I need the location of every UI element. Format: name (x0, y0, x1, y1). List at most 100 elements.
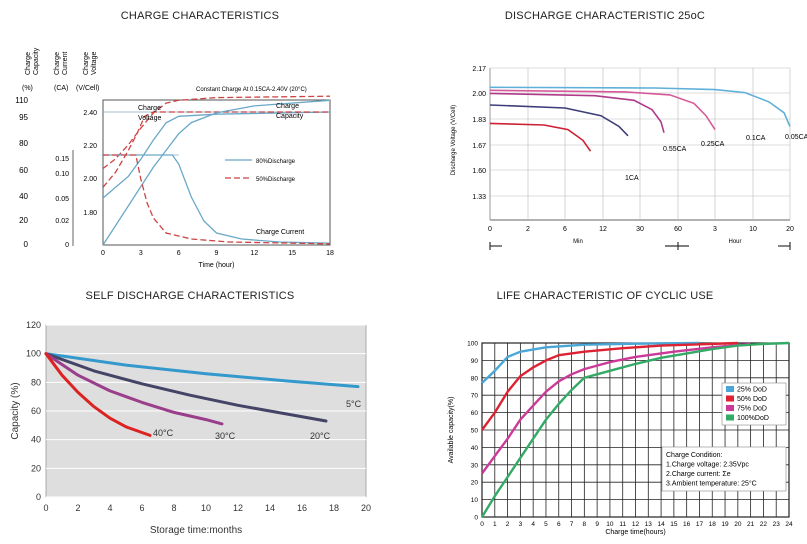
tick-label: 23 (773, 521, 781, 528)
series-line (103, 154, 331, 245)
tick-label: 15 (670, 521, 678, 528)
axis-unit: (%) (22, 85, 33, 92)
tick-label: 12 (599, 226, 607, 233)
tick-label: 2 (75, 503, 80, 513)
axis-header-label: Voltage (91, 52, 98, 75)
note-text: Charge Condition: (666, 452, 722, 459)
chart-title: SELF DISCHARGE CHARACTERISTICS (85, 290, 295, 302)
x-group-label: Hour (728, 239, 741, 245)
note-box (661, 446, 787, 492)
tick-label: 2 (506, 521, 510, 528)
y-axis-label: Available capacity(%) (448, 397, 455, 464)
tick-label: 0 (488, 226, 492, 233)
tick-label: 18 (329, 503, 339, 513)
legend-swatch (726, 405, 734, 411)
series-line (481, 342, 751, 475)
tick-label: 30 (636, 226, 644, 233)
tick-label: 3 (139, 250, 143, 257)
tick-label: 2.00 (83, 176, 97, 183)
series-line (103, 154, 331, 244)
tick-label: 60 (674, 226, 682, 233)
tick-label: 1.83 (472, 117, 486, 124)
tick-label: 1.60 (472, 168, 486, 175)
note-text: 2.Charge current: Σe (666, 471, 731, 478)
tick-label: 1.33 (472, 194, 486, 201)
chart-subtitle: Constant Charge At 0.15CA-2.40V (20°C) (196, 87, 307, 93)
series-line (44, 352, 224, 426)
tick-label: 10 (471, 497, 479, 504)
series-label: 0.55CA (663, 146, 687, 153)
tick-label: 0 (480, 521, 484, 528)
chart-title: CHARGE CHARACTERISTICS (120, 10, 280, 22)
tick-label: 16 (297, 503, 307, 513)
tick-label: 14 (657, 521, 665, 528)
series-line (44, 352, 152, 437)
series-line (102, 111, 331, 199)
axis-header-label: Current (62, 52, 69, 75)
tick-label: 0 (36, 492, 41, 502)
charge-chart: Charge Capacity Charge Current Charge Voltage… (15, 47, 334, 269)
tick-label: 20 (734, 521, 742, 528)
discharge-chart: Discharge Voltage (V/Cell) 2.17 2.00 1.83 1.… (451, 66, 807, 250)
tick-label: 40 (19, 192, 28, 201)
tick-label: 3 (519, 521, 523, 528)
note-text: 1.Charge voltage: 2.35Vpc (666, 462, 749, 469)
tick-label: 60 (31, 406, 41, 416)
annotation-label: Charge (138, 105, 161, 112)
tick-label: 18 (709, 521, 717, 528)
tick-label: 24 (785, 521, 793, 528)
tick-label: 15 (288, 250, 296, 257)
tick-label: 6 (557, 521, 561, 528)
y-axis-label: Capacity (%) (10, 382, 21, 439)
series-label: 40°C (153, 428, 174, 438)
tick-label: 20 (19, 216, 28, 225)
tick-label: 10 (201, 503, 211, 513)
tick-label: 0.05 (55, 196, 69, 203)
series-line (480, 341, 790, 518)
series-line (489, 86, 791, 127)
y-axis-label: Discharge Voltage (V/Cell) (451, 105, 457, 175)
series-line (44, 352, 360, 389)
discharge-characteristic-panel: DISCHARGE CHARACTERISTIC 25oC Discharge … (403, 0, 807, 272)
legend-label: 50% DoD (737, 396, 767, 403)
tick-label: 10 (749, 226, 757, 233)
tick-label: 100 (26, 349, 41, 359)
axis-header-label: Charge (83, 52, 90, 75)
tick-label: 13 (645, 521, 653, 528)
tick-label: 0 (43, 503, 48, 513)
tick-label: 7 (570, 521, 574, 528)
self-discharge-chart: 0 20 40 60 80 100 120 0 2 4 6 8 10 12 14 16 18 20 Storage … (10, 320, 371, 536)
tick-label: 18 (326, 250, 334, 257)
series-label: 1CA (625, 175, 639, 182)
tick-label: 1 (493, 521, 497, 528)
tick-label: 1.67 (472, 143, 486, 150)
tick-label: 110 (15, 96, 28, 105)
tick-label: 20 (361, 503, 371, 513)
tick-label: 80 (19, 139, 28, 148)
tick-label: 30 (471, 462, 479, 469)
tick-label: 90 (471, 358, 479, 365)
tick-label: 14 (265, 503, 275, 513)
tick-label: 12 (233, 503, 243, 513)
series-label: 0.1CA (746, 135, 766, 142)
chart-title: LIFE CHARACTERISTIC OF CYCLIC USE (496, 290, 714, 302)
legend-label: 80%Discharge (256, 159, 296, 165)
series-line (481, 341, 700, 384)
tick-label: 17 (696, 521, 704, 528)
tick-label: 0.10 (55, 171, 69, 178)
series-line (102, 99, 331, 246)
annotation-label: Charge (276, 103, 299, 110)
tick-label: 12 (632, 521, 640, 528)
tick-label: 0 (65, 242, 69, 249)
tick-label: 4 (107, 503, 112, 513)
tick-label: 1.80 (83, 210, 97, 217)
tick-label: 16 (683, 521, 691, 528)
tick-label: 20 (31, 463, 41, 473)
axis-header-label: Charge (54, 52, 61, 75)
tick-label: 8 (171, 503, 176, 513)
legend-label: 100%DoD (737, 415, 769, 422)
tick-label: 60 (19, 166, 28, 175)
series-label: 5°C (346, 399, 362, 409)
tick-label: 6 (563, 226, 567, 233)
axis-unit: (CA) (54, 85, 68, 92)
